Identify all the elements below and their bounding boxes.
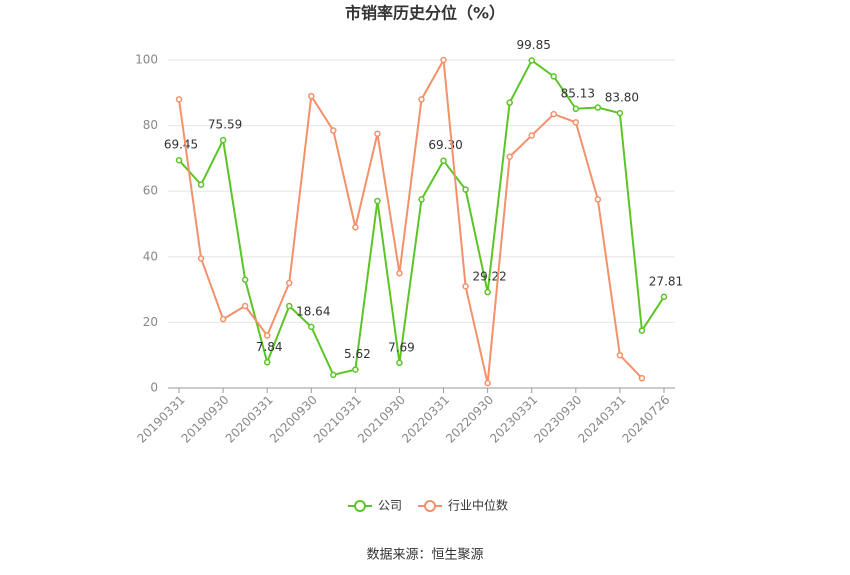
point — [330, 371, 337, 379]
y-tick-label: 100 — [135, 53, 158, 67]
point — [330, 127, 337, 134]
legend-marker — [424, 500, 437, 512]
point — [638, 374, 646, 382]
point — [528, 132, 535, 139]
data-label: 85.13 — [561, 86, 595, 100]
point — [197, 181, 205, 188]
y-tick-label: 40 — [143, 249, 158, 263]
point — [484, 379, 491, 387]
point — [374, 197, 381, 205]
point — [440, 56, 447, 64]
data-label: 69.45 — [164, 138, 198, 152]
series-line — [178, 56, 643, 384]
data-label: 83.80 — [605, 91, 639, 105]
point — [462, 283, 469, 290]
data-label: 18.64 — [296, 304, 330, 318]
point — [175, 96, 183, 103]
point — [484, 288, 491, 296]
data-label: 5.62 — [344, 347, 371, 361]
point — [308, 92, 315, 100]
legend-label: 公司 — [378, 499, 402, 513]
point — [175, 156, 183, 164]
point — [572, 105, 580, 113]
point — [285, 302, 293, 310]
point — [550, 110, 558, 118]
y-tick-label: 20 — [143, 315, 158, 329]
data-label: 7.84 — [256, 340, 283, 354]
point — [418, 196, 425, 203]
data-label: 7.69 — [388, 340, 415, 354]
chart-title: 市销率历史分位（%） — [345, 4, 505, 23]
legend-marker — [354, 500, 366, 512]
point — [462, 186, 469, 193]
point — [594, 104, 602, 111]
point — [241, 276, 249, 284]
point — [263, 332, 271, 339]
legend-label: 行业中位数 — [448, 498, 508, 513]
point — [616, 351, 624, 359]
point — [528, 57, 535, 64]
point — [352, 366, 359, 373]
point — [506, 153, 513, 161]
data-label: 27.81 — [649, 274, 683, 288]
point — [418, 96, 425, 103]
point — [506, 99, 513, 106]
point — [440, 157, 447, 164]
point — [197, 255, 205, 262]
point — [396, 269, 403, 277]
point — [241, 302, 249, 310]
data-label: 69.30 — [428, 138, 462, 152]
point — [616, 109, 624, 117]
point — [594, 196, 602, 203]
point — [219, 136, 227, 144]
point — [660, 293, 668, 301]
point — [638, 327, 646, 334]
point — [572, 119, 580, 126]
series-line — [178, 59, 665, 377]
point — [374, 130, 381, 138]
point — [308, 323, 315, 331]
point — [285, 279, 293, 287]
point — [352, 224, 359, 231]
data-label: 75.59 — [208, 118, 242, 132]
point — [219, 315, 227, 323]
data-label: 99.85 — [517, 38, 551, 52]
point — [263, 359, 271, 366]
data-label: 29.22 — [472, 270, 506, 284]
source: 数据来源：恒生聚源 — [366, 548, 483, 563]
y-tick-label: 60 — [143, 184, 158, 198]
point — [396, 359, 403, 367]
x-tick-label: 20240726 — [619, 393, 672, 446]
y-tick-label: 0 — [150, 381, 158, 395]
y-tick-label: 80 — [143, 118, 158, 132]
point — [550, 73, 558, 80]
